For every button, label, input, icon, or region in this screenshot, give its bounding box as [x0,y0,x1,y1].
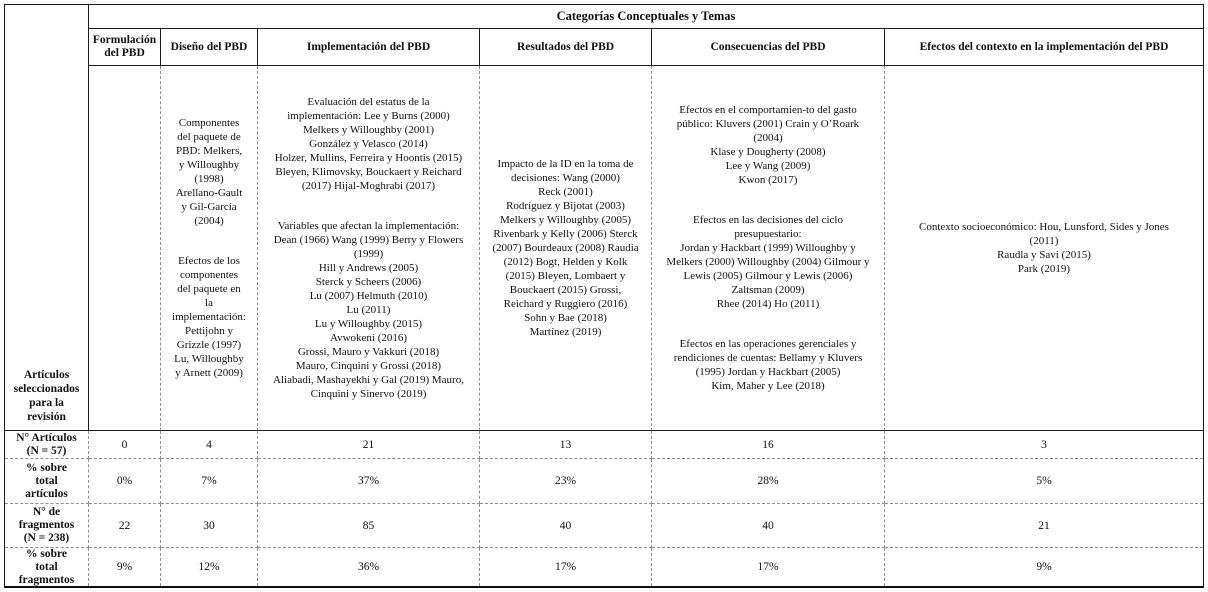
n-articulos-resultados: 13 [480,431,652,459]
row-label-pct-articulos: % sobre total artículos [5,459,89,504]
column-header-implementacion: Implementación del PBD [258,29,480,66]
n-articulos-formulacion: 0 [89,431,161,459]
n-fragmentos-implementacion: 85 [258,504,480,548]
column-header-consecuencias: Consecuencias del PBD [652,29,885,66]
row-label-pct-fragmentos: % sobre total fragmentos [5,548,89,586]
n-articulos-implementacion: 21 [258,431,480,459]
column-header-contexto: Efectos del contexto en la implementació… [885,29,1203,66]
pct-articulos-implementacion: 37% [258,459,480,504]
categories-table: Artículos seleccionados para la revisión… [4,4,1204,588]
citations-resultados: Impacto de la ID en la toma de decisione… [492,158,639,338]
citations-contexto: Contexto socioeconómico: Hou, Lunsford, … [919,221,1169,275]
n-articulos-contexto: 3 [885,431,1203,459]
citations-implementacion-2: Variables que afectan la implementación:… [273,220,464,400]
row-label-n-fragmentos: N° de fragmentos (N = 238) [5,504,89,548]
pct-fragmentos-diseno: 12% [161,548,258,586]
citations-consecuencias-2: Efectos en las decisiones del ciclo pres… [666,214,870,310]
cell-articles-consecuencias: Efectos en el comportamien-to del gasto … [652,66,885,431]
citations-implementacion-1: Evaluación del estatus de la implementac… [274,96,463,192]
n-fragmentos-contexto: 21 [885,504,1203,548]
column-header-diseno: Diseño del PBD [161,29,258,66]
table-title: Categorías Conceptuales y Temas [89,5,1203,29]
n-fragmentos-formulacion: 22 [89,504,161,548]
pct-fragmentos-formulacion: 9% [89,548,161,586]
column-header-formulacion: Formulación del PBD [89,29,161,66]
pct-fragmentos-resultados: 17% [480,548,652,586]
pct-articulos-formulacion: 0% [89,459,161,504]
n-fragmentos-consecuencias: 40 [652,504,885,548]
n-articulos-diseno: 4 [161,431,258,459]
row-label-n-articulos: N° Artículos (N = 57) [5,431,89,459]
cell-articles-contexto: Contexto socioeconómico: Hou, Lunsford, … [885,66,1203,431]
citations-diseno-2: Efectos de los componentes del paquete e… [172,255,246,379]
citations-diseno-1: Componentes del paquete de PBD: Melkers,… [175,117,243,227]
cell-articles-resultados: Impacto de la ID en la toma de decisione… [480,66,652,431]
pct-articulos-resultados: 23% [480,459,652,504]
citations-consecuencias-1: Efectos en el comportamien-to del gasto … [676,104,860,186]
n-articulos-consecuencias: 16 [652,431,885,459]
pct-fragmentos-implementacion: 36% [258,548,480,586]
n-fragmentos-resultados: 40 [480,504,652,548]
column-header-resultados: Resultados del PBD [480,29,652,66]
pct-articulos-contexto: 5% [885,459,1203,504]
cell-articles-implementacion: Evaluación del estatus de la implementac… [258,66,480,431]
n-fragmentos-diseno: 30 [161,504,258,548]
row-header-articles: Artículos seleccionados para la revisión [5,5,89,431]
pct-fragmentos-consecuencias: 17% [652,548,885,586]
articles-row-label: Artículos seleccionados para la revisión [13,369,80,423]
pct-articulos-consecuencias: 28% [652,459,885,504]
cell-articles-diseno: Componentes del paquete de PBD: Melkers,… [161,66,258,431]
pct-articulos-diseno: 7% [161,459,258,504]
pct-fragmentos-contexto: 9% [1036,561,1052,573]
citations-consecuencias-3: Efectos en las operaciones gerenciales y… [673,338,863,392]
cell-articles-formulacion [89,66,161,431]
